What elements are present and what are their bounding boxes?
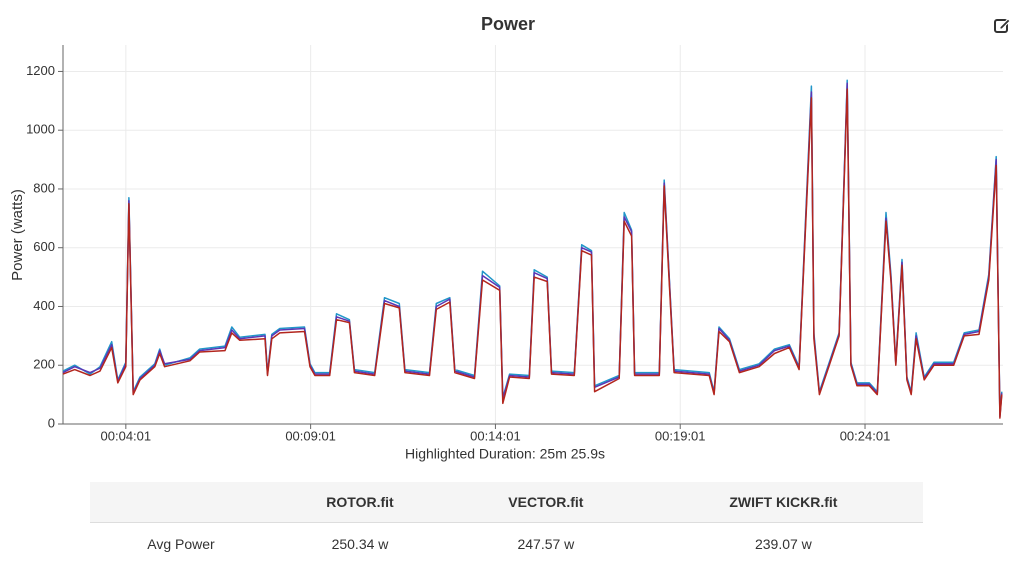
row-label: Avg Power	[147, 536, 215, 552]
header-cell: VECTOR.fit	[448, 482, 644, 523]
x-tick-label: 00:14:01	[470, 428, 521, 443]
cell: 250.34 w	[331, 536, 389, 552]
header-cell: ZWIFT KICKR.fit	[643, 482, 923, 523]
x-tick-label: 00:19:01	[655, 428, 706, 443]
header-cell: ROTOR.fit	[272, 482, 448, 523]
series-line	[62, 82, 1003, 418]
row: Avg Power 250.34 w 247.57 w 239.07 w	[90, 523, 923, 566]
y-axis-label: Power (watts)	[9, 189, 26, 281]
stats-table: ROTOR.fit VECTOR.fit ZWIFT KICKR.fit Avg…	[90, 482, 923, 565]
x-tick-label: 00:04:01	[101, 428, 152, 443]
y-tick-label: 800	[33, 180, 55, 195]
cell: 247.57 w	[517, 536, 575, 552]
chart-title: Power	[481, 14, 535, 34]
y-tick-label: 400	[33, 298, 55, 313]
header-cell	[90, 482, 272, 523]
y-tick-label: 200	[33, 357, 55, 372]
y-tick-label: 1200	[26, 63, 55, 78]
y-tick-label: 600	[33, 239, 55, 254]
y-tick-label: 1000	[26, 122, 55, 137]
cell: 239.07 w	[754, 536, 812, 552]
x-axis-label: Highlighted Duration: 25m 25.9s	[405, 446, 605, 462]
y-tick-label: 0	[48, 415, 55, 430]
series-line	[62, 88, 1003, 419]
chart: Power Power (watts) Highlighted Duration…	[9, 14, 1011, 462]
x-tick-label: 00:24:01	[840, 428, 891, 443]
header-row: ROTOR.fit VECTOR.fit ZWIFT KICKR.fit	[90, 482, 923, 523]
x-tick-label: 00:09:01	[285, 428, 336, 443]
edit-button[interactable]	[994, 18, 1011, 33]
